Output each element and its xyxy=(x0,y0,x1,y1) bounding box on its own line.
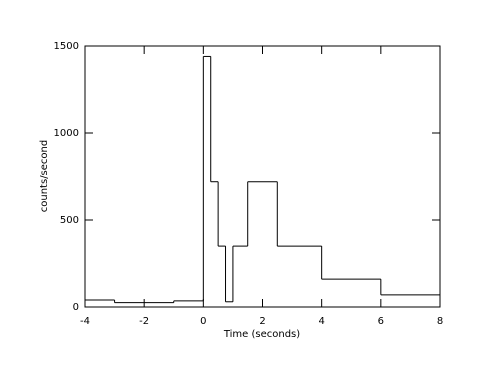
y-axis-label: counts/second xyxy=(39,140,50,212)
y-tick-label: 0 xyxy=(73,302,79,313)
y-tick-label: 1500 xyxy=(54,41,79,52)
plot-frame xyxy=(84,45,441,308)
x-tick-label: 8 xyxy=(437,316,443,327)
x-tick-label: -2 xyxy=(139,316,149,327)
x-tick-label: 0 xyxy=(200,316,206,327)
x-tick-label: 6 xyxy=(378,316,384,327)
x-tick-label: 4 xyxy=(318,316,324,327)
x-tick-label: 2 xyxy=(259,316,265,327)
x-axis-label: Time (seconds) xyxy=(223,329,300,340)
y-tick-label: 500 xyxy=(60,215,79,226)
y-tick-label: 1000 xyxy=(54,128,79,139)
x-tick-label: -4 xyxy=(80,316,90,327)
